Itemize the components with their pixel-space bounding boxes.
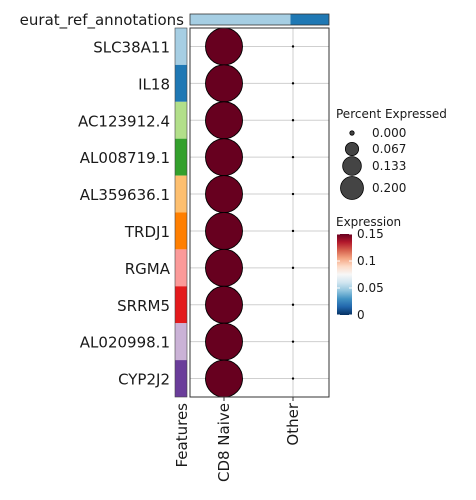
color-legend-label: 0.05 (357, 281, 384, 295)
feature-label: SRRM5 (117, 297, 170, 315)
color-legend-label: 0 (357, 308, 365, 322)
dot-1-3 (291, 155, 295, 159)
feature-bar-border (174, 27, 188, 398)
dot-0-3 (205, 138, 243, 177)
feature-color-9 (175, 360, 187, 397)
annotation-header: eurat_ref_annotations (20, 11, 330, 30)
size-legend-dot (344, 141, 360, 157)
dot-1-2 (291, 119, 295, 122)
size-legend-label: 0.133 (372, 159, 406, 173)
color-legend-label: 0.15 (357, 227, 384, 241)
feature-color-3 (175, 138, 187, 176)
size-legend-label: 0.067 (372, 142, 406, 156)
dot-0-6 (205, 248, 243, 287)
size-legend: Percent Expressed 0.000 0.067 0.133 0.200 (336, 107, 447, 200)
dot-0-8 (205, 322, 243, 361)
feature-color-7 (175, 286, 187, 324)
feature-color-bar: SLC38A11 IL18 AC123912.4 AL008719.1 AL359636… (78, 27, 188, 398)
x-tick-label: CD8 Naive (215, 403, 233, 482)
size-legend-dot (349, 130, 355, 136)
dot-1-4 (291, 192, 295, 196)
feature-label: AC123912.4 (78, 112, 170, 130)
dot-0-0 (205, 27, 243, 66)
dot-1-1 (291, 82, 295, 85)
annotation-border (189, 13, 330, 26)
feature-color-5 (175, 212, 187, 250)
dot-0-4 (205, 175, 243, 214)
feature-color-6 (175, 249, 187, 287)
feature-label: RGMA (125, 260, 171, 278)
feature-color-4 (175, 175, 187, 213)
feature-label: CYP2J2 (118, 371, 170, 389)
panel-border (189, 27, 330, 398)
feature-label: AL020998.1 (80, 334, 170, 352)
dot-1-6 (291, 266, 295, 270)
size-legend-label: 0.000 (372, 126, 406, 140)
x-tick-label: Other (284, 402, 302, 445)
annotation-title: eurat_ref_annotations (20, 11, 185, 30)
plot-panel: Features CD8 Naive Other (173, 27, 330, 482)
size-legend-title: Percent Expressed (336, 107, 447, 121)
feature-color-8 (175, 323, 187, 361)
feature-color-2 (175, 101, 187, 139)
features-axis-label: Features (173, 403, 191, 468)
dot-0-7 (205, 285, 243, 324)
color-legend-title: Expression (336, 215, 401, 229)
annotation-cell-other (290, 14, 329, 25)
size-legend-label: 0.200 (372, 181, 406, 195)
dot-0-5 (205, 211, 243, 250)
feature-label: IL18 (138, 75, 170, 93)
dot-1-7 (291, 303, 295, 306)
dot-1-0 (291, 45, 295, 48)
dot-0-1 (205, 64, 243, 103)
dot-0-9 (205, 359, 243, 398)
dot-1-5 (291, 229, 295, 233)
feature-label: AL008719.1 (80, 149, 170, 167)
annotation-cell-cd8-naive (190, 14, 291, 25)
feature-label: SLC38A11 (93, 38, 170, 56)
color-legend: Expression 0 0.05 0.1 0.15 (336, 215, 401, 322)
size-legend-dot (340, 176, 364, 200)
feature-color-0 (175, 28, 187, 65)
dot-1-9 (291, 377, 295, 380)
feature-label: AL359636.1 (80, 186, 170, 204)
dot-0-2 (205, 101, 243, 140)
color-legend-label: 0.1 (357, 254, 376, 268)
feature-label: TRDJ1 (124, 223, 170, 241)
color-legend-bar (337, 234, 352, 315)
size-legend-dot (342, 156, 362, 176)
dot-1-8 (291, 340, 295, 343)
feature-color-1 (175, 64, 187, 102)
